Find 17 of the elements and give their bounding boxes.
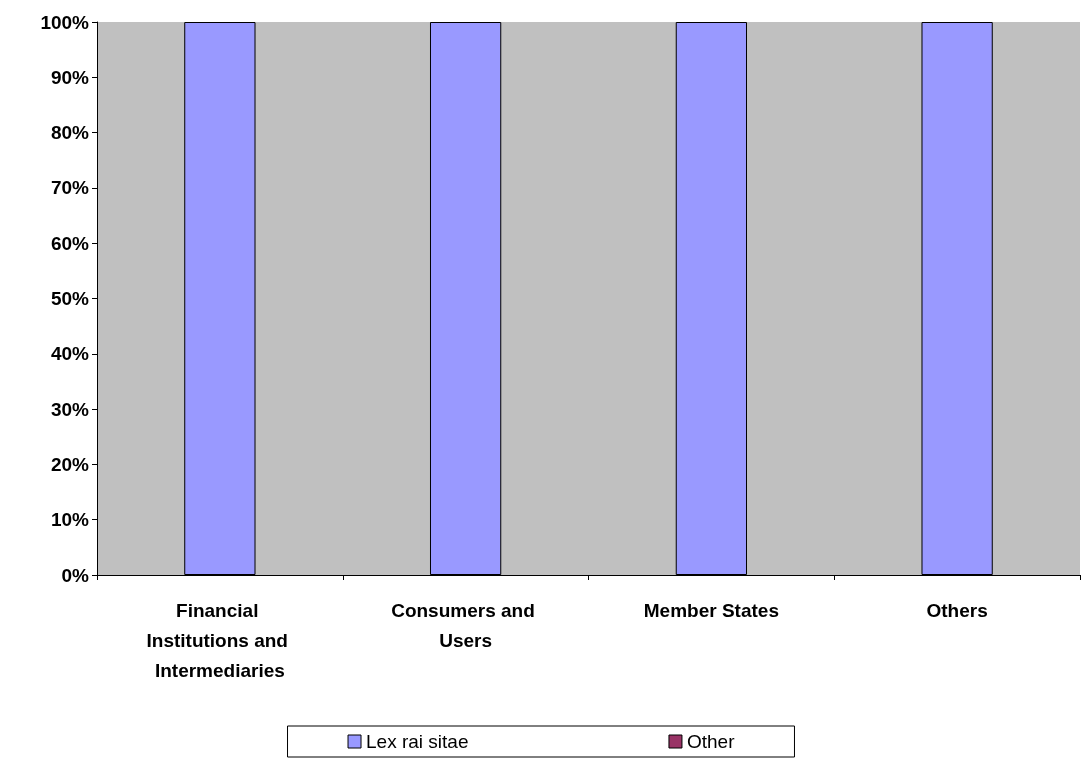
y-tick-label: 50%	[50, 288, 90, 309]
y-tick-label: 60%	[50, 232, 90, 254]
x-tick-label: Financial Institutions and Intermediaries	[146, 599, 294, 681]
x-tick-label: Member States	[643, 599, 779, 621]
y-tick-label: 80%	[50, 122, 90, 144]
legend-label: Lex rai sitae	[366, 731, 469, 752]
legend-label: Other	[686, 731, 736, 752]
y-tick-label: 30%	[50, 398, 90, 420]
y-tick-label: 100%	[40, 11, 90, 33]
x-tick-label: Others	[926, 599, 988, 621]
y-tick-label: 90%	[50, 66, 90, 88]
y-tick-label: 20%	[50, 453, 90, 475]
y-tick-label: 10%	[50, 509, 90, 531]
y-tick-label: 40%	[50, 343, 90, 365]
x-tick-label: Consumers and Users	[391, 599, 541, 651]
y-tick-label: 70%	[50, 177, 90, 199]
y-tick-label: 0%	[61, 564, 90, 586]
